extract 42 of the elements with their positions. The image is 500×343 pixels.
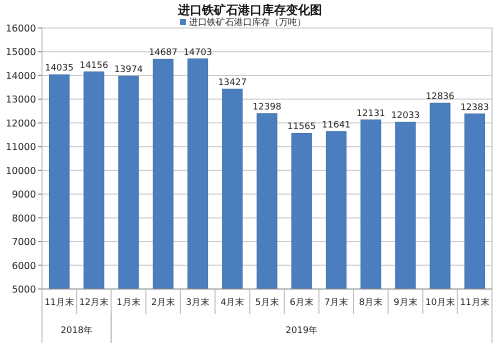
data-label: 12836 [426,92,455,102]
x-tick-label: 3月末 [186,297,210,308]
data-label: 14035 [44,64,74,74]
y-tick-label: 9000 [12,190,36,201]
y-tick-label: 15000 [6,47,36,58]
data-label: 13974 [114,65,144,76]
x-tick-label: 11月末 [460,297,490,308]
data-label: 12398 [252,102,282,112]
data-label: 14156 [80,60,109,71]
legend-label: 进口铁矿石港口库存（万吨） [189,17,306,28]
y-tick-label: 6000 [12,260,36,272]
data-label: 11641 [322,120,351,130]
data-label: 12131 [356,108,386,119]
data-label: 11565 [287,122,316,132]
x-tick-label: 4月末 [220,297,244,308]
x-tick-label: 6月末 [290,297,314,308]
data-label: 14687 [148,48,178,58]
y-tick-label: 13000 [6,94,36,106]
y-tick-label: 5000 [12,284,36,296]
y-tick-label: 8000 [12,213,36,224]
y-tick-label: 16000 [6,24,36,34]
x-tick-label: 7月末 [324,297,348,308]
data-label: 13427 [218,78,247,88]
x-tick-label: 12月末 [79,297,109,308]
y-tick-label: 7000 [12,237,36,248]
x-tick-label: 11月末 [44,297,74,308]
y-tick-label: 12000 [6,118,36,130]
x-tick-label: 9月末 [394,297,418,308]
y-tick-label: 14000 [6,70,36,82]
x-tick-label: 8月末 [358,297,383,308]
text: 2019年 [286,325,318,336]
data-label: 12033 [391,111,420,122]
chart-title: 进口铁矿石港口库存变化图 [177,3,322,17]
data-label: 14703 [183,48,212,58]
text: 2018年 [60,325,93,336]
x-tick-label: 5月末 [255,297,279,308]
y-tick-label: 10000 [6,166,36,177]
x-tick-label: 2月末 [151,297,176,308]
x-tick-label: 10月末 [425,297,455,308]
x-tick-label: 1月末 [116,297,140,308]
y-tick-label: 11000 [6,142,36,154]
data-label: 12383 [460,102,490,113]
